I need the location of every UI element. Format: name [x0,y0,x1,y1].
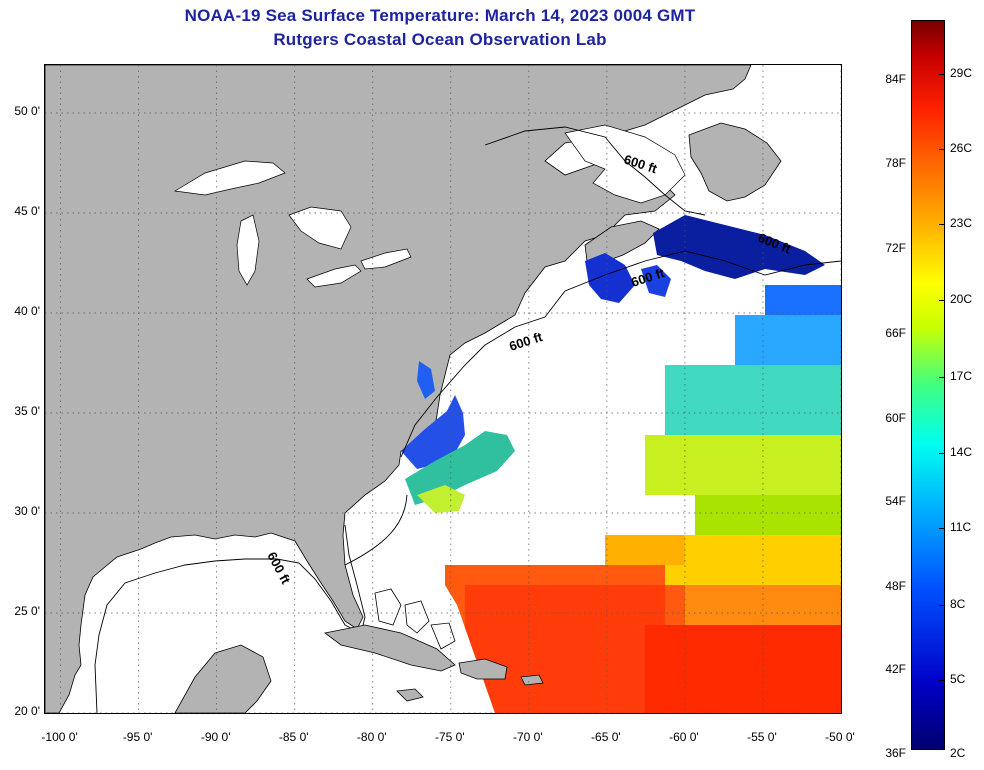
colorbar-tick [939,300,944,301]
colorbar-celsius-label: 23C [950,216,973,230]
cold-shelf-water [585,215,825,303]
longitude-tick-label: -80 0' [356,730,387,744]
colorbar-fahrenheit-label: 66F [885,326,906,340]
longitude-tick-label: -95 0' [122,730,153,744]
map-title: NOAA-19 Sea Surface Temperature: March 1… [184,6,696,25]
colorbar-tick [939,528,944,529]
colorbar-celsius-label: 20C [950,292,973,306]
land-cuba [324,624,456,672]
longitude-tick-label: -50 0' [825,730,855,744]
land-newfoundland [688,122,782,202]
land-jamaica [396,688,424,702]
temperature-colorbar [911,20,945,750]
colorbar-celsius-label: 17C [950,369,973,383]
colorbar-fahrenheit-label: 84F [885,72,906,86]
colorbar-tick [939,453,944,454]
longitude-tick-label: -90 0' [200,730,231,744]
colorbar-celsius-label: 29C [950,66,973,80]
map-subtitle: Rutgers Coastal Ocean Observation Lab [273,30,607,49]
land-hispaniola [458,658,508,680]
colorbar-tick [939,149,944,150]
latitude-tick-label: 30 0' [14,504,40,518]
colorbar-tick [939,605,944,606]
colorbar-fahrenheit-label: 54F [885,494,906,508]
longitude-tick-label: -60 0' [669,730,699,744]
colorbar-celsius-label: 5C [950,672,966,686]
colorbar-tick [939,747,944,748]
colorbar-celsius-label: 2C [950,746,966,760]
mid-atlantic-shelf-water [401,361,515,513]
sst-map: 600 ft 600 ft 600 ft 600 ft 600 ft [44,64,842,714]
latitude-tick-label: 35 0' [14,404,40,418]
sst-map-canvas: 600 ft 600 ft 600 ft 600 ft 600 ft [45,65,841,713]
colorbar-tick [939,224,944,225]
latitude-tick-label: 50 0' [14,104,40,118]
colorbar-fahrenheit-label: 78F [885,156,906,170]
latitude-tick-label: 45 0' [14,204,40,218]
longitude-tick-label: -55 0' [747,730,777,744]
longitude-tick-label: -85 0' [278,730,309,744]
colorbar-fahrenheit-label: 48F [885,579,906,593]
graticule-grid [45,65,841,713]
latitude-tick-label: 25 0' [14,604,40,618]
colorbar-fahrenheit-label: 60F [885,411,906,425]
colorbar-fahrenheit-label: 72F [885,241,906,255]
longitude-tick-label: -65 0' [591,730,621,744]
colorbar-tick [939,680,944,681]
great-lakes [173,160,412,288]
colorbar-celsius-label: 14C [950,445,973,459]
colorbar-fahrenheit-label: 36F [885,746,906,760]
caribbean-islands [324,624,544,702]
land-puerto-rico [520,674,544,686]
land-yucatan [174,644,272,713]
colorbar-fahrenheit-label: 42F [885,662,906,676]
sst-swath [445,285,841,713]
latitude-tick-label: 20 0' [14,704,40,718]
colorbar-celsius-label: 26C [950,141,973,155]
colorbar-tick [939,377,944,378]
longitude-tick-label: -100 0' [41,730,78,744]
colorbar-tick [939,74,944,75]
latitude-tick-label: 40 0' [14,304,40,318]
colorbar-celsius-label: 11C [950,520,972,534]
longitude-tick-label: -75 0' [434,730,465,744]
colorbar-celsius-label: 8C [950,597,966,611]
longitude-tick-label: -70 0' [513,730,543,744]
gulf-of-st-lawrence [564,124,686,204]
land-north-america [45,65,752,713]
bahamas-banks [374,588,456,650]
isobath-600ft [94,126,841,713]
